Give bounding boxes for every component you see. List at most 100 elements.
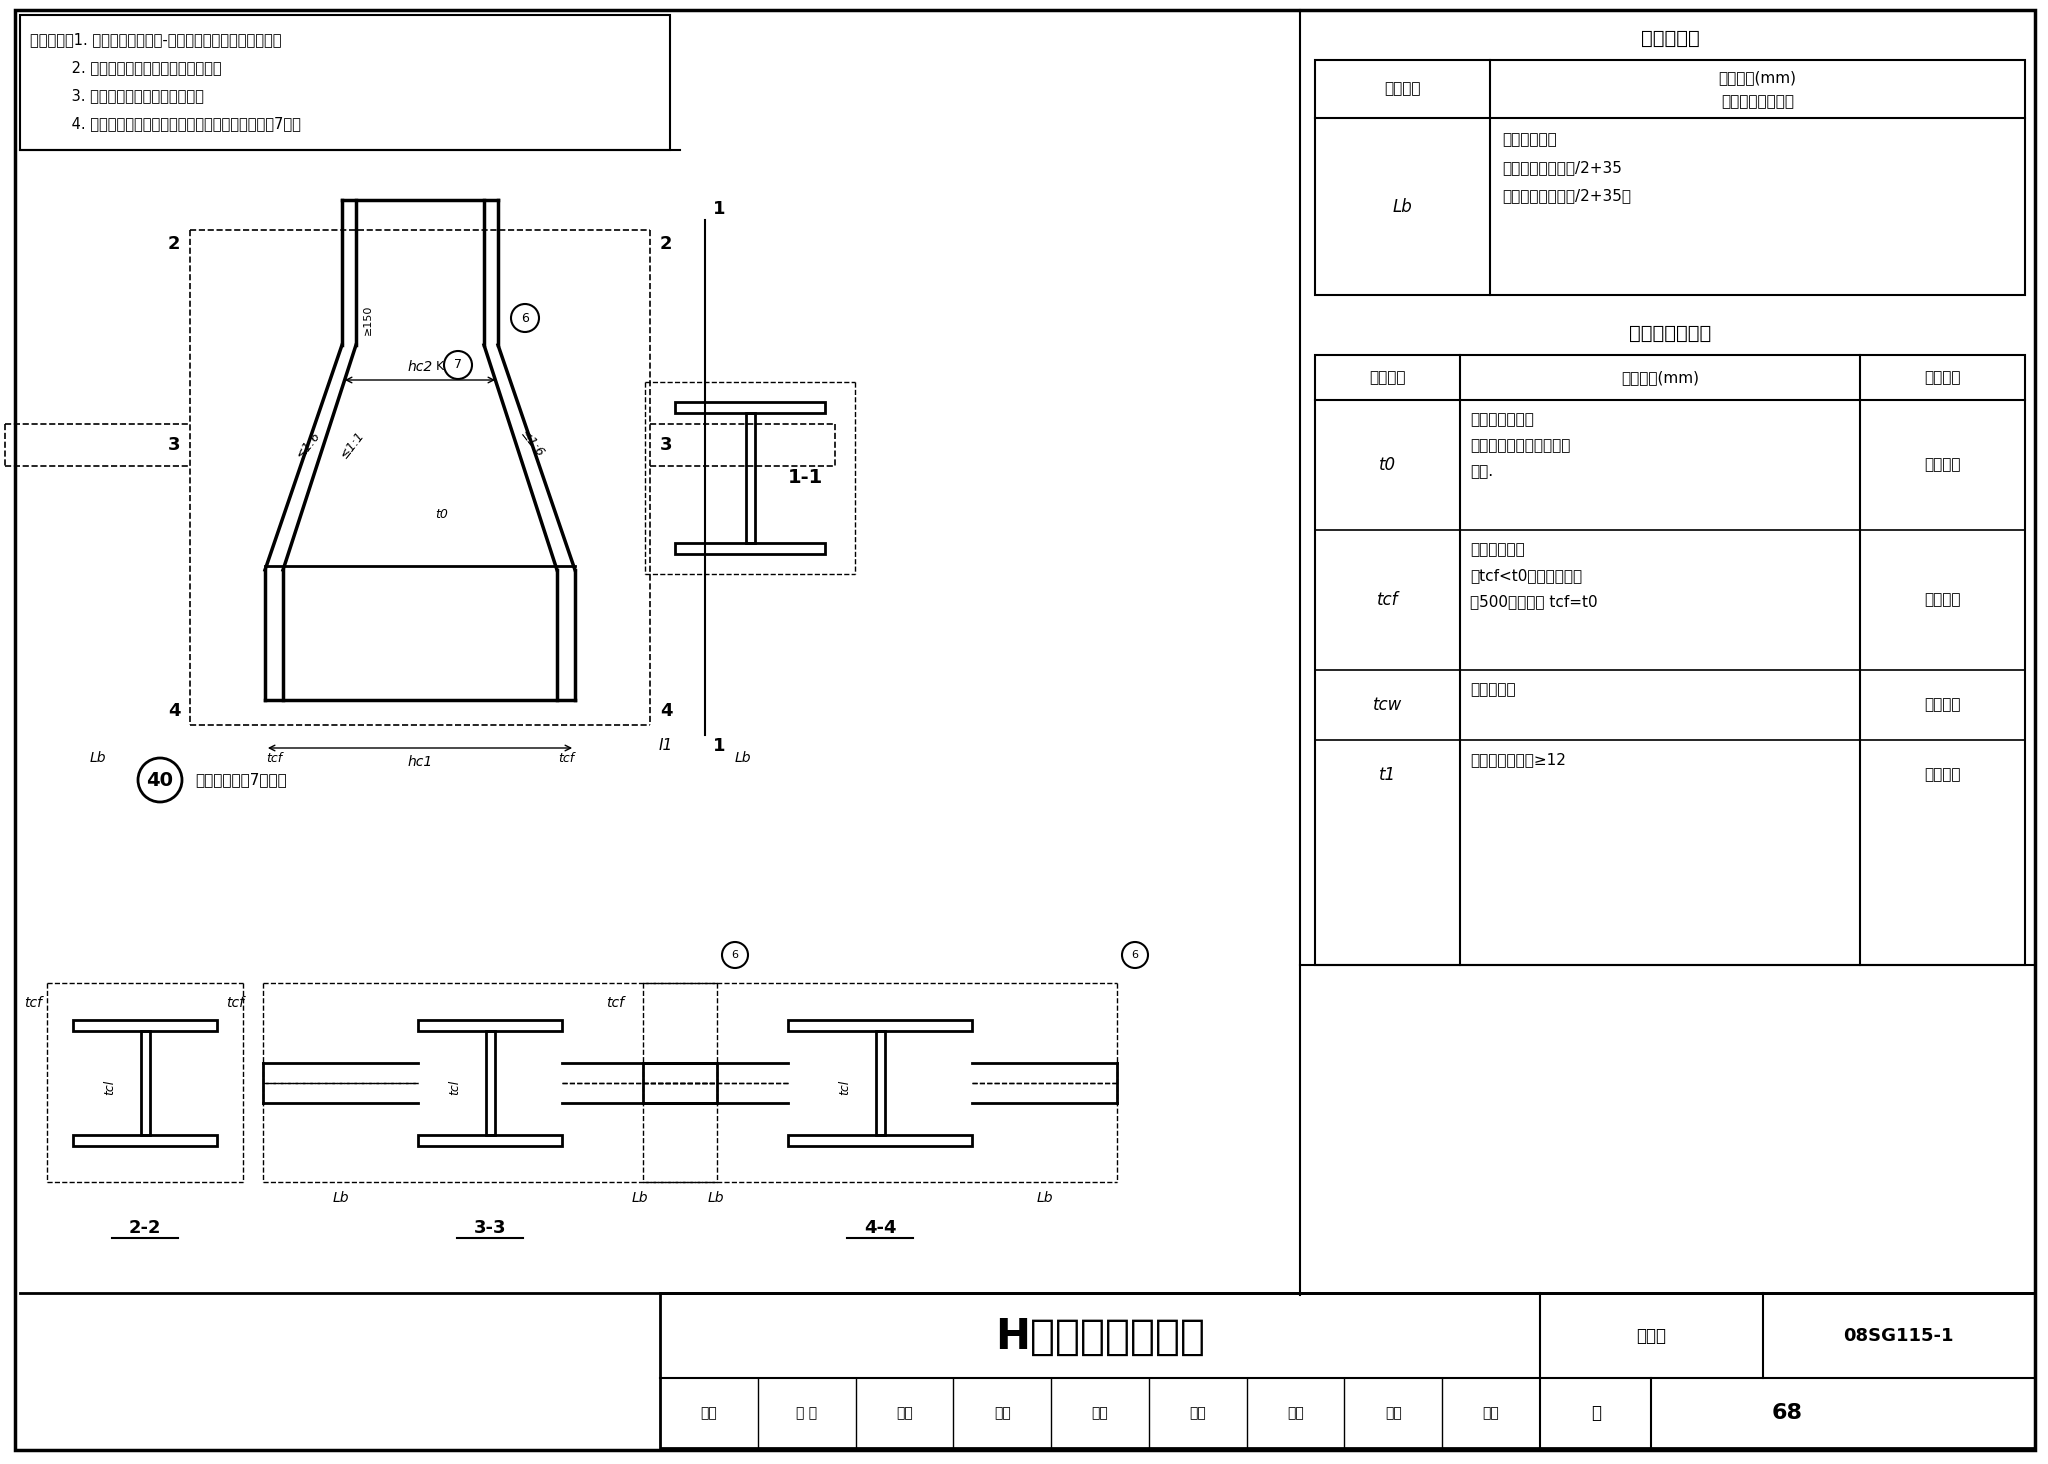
Text: 大值.: 大值.: [1470, 464, 1493, 480]
Text: 2: 2: [659, 236, 672, 253]
Text: 申 林: 申 林: [797, 1405, 817, 1420]
Text: Lb: Lb: [332, 1192, 348, 1205]
Text: tcl: tcl: [449, 1080, 461, 1095]
Bar: [874, 1031, 885, 1135]
Text: 2: 2: [168, 236, 180, 253]
Bar: [418, 1019, 561, 1031]
Text: 当tcf<t0时，在梁上下: 当tcf<t0时，在梁上下: [1470, 568, 1583, 584]
Text: 中林: 中林: [897, 1405, 913, 1420]
Text: 与柱相同: 与柱相同: [1925, 767, 1960, 782]
Text: 板厚取值(mm): 板厚取值(mm): [1622, 370, 1700, 385]
Text: 王浩: 王浩: [1092, 1405, 1108, 1420]
Bar: [485, 1031, 494, 1135]
Text: tcw: tcw: [1372, 695, 1403, 714]
Text: Lb: Lb: [1393, 198, 1413, 215]
Text: 2-2: 2-2: [129, 1220, 162, 1237]
Text: tcf: tcf: [606, 996, 625, 1010]
Text: 校对: 校对: [993, 1405, 1010, 1420]
Text: 3: 3: [659, 436, 672, 454]
Bar: [74, 1019, 217, 1031]
Text: 梁连接长度：: 梁连接长度：: [1501, 133, 1556, 148]
Bar: [418, 1135, 561, 1145]
Text: 3: 3: [168, 436, 180, 454]
Bar: [1315, 354, 2025, 965]
Text: 节点参数表: 节点参数表: [1640, 28, 1700, 47]
Text: 4: 4: [168, 703, 180, 720]
Text: H形柱变截面节点: H形柱变截面节点: [995, 1315, 1204, 1357]
Bar: [1315, 60, 2025, 296]
Text: 参数名称: 参数名称: [1384, 82, 1421, 97]
Text: 限制值［参考值］: 限制值［参考值］: [1720, 95, 1794, 110]
Text: I1: I1: [659, 738, 674, 752]
Text: 7: 7: [455, 359, 463, 372]
Text: 板厚符号: 板厚符号: [1370, 370, 1405, 385]
Text: t0: t0: [1378, 455, 1397, 474]
Text: 6: 6: [731, 950, 739, 960]
Text: 40: 40: [147, 770, 174, 789]
Text: tcl: tcl: [104, 1080, 117, 1095]
Text: ≥150: ≥150: [362, 305, 373, 335]
Text: 1-1: 1-1: [786, 468, 823, 488]
Text: 材质要求: 材质要求: [1925, 370, 1960, 385]
Text: 4: 4: [659, 703, 672, 720]
Text: tcf: tcf: [1376, 591, 1399, 609]
Text: ［腹板拼接板长度/2+35］: ［腹板拼接板长度/2+35］: [1501, 189, 1630, 203]
Bar: [676, 543, 825, 553]
Text: 各500范围内取 tcf=t0: 各500范围内取 tcf=t0: [1470, 594, 1597, 609]
Text: hc1: hc1: [408, 755, 432, 769]
Text: 节点钢板厚度表: 节点钢板厚度表: [1628, 324, 1712, 343]
Text: 未标注焊缝为7号焊缝: 未标注焊缝为7号焊缝: [195, 773, 287, 788]
Text: 与柱相同: 与柱相同: [1925, 697, 1960, 713]
Text: tcf: tcf: [225, 996, 244, 1010]
Text: 6: 6: [520, 312, 528, 325]
Bar: [745, 413, 754, 543]
Text: t1: t1: [1378, 766, 1397, 785]
Text: Lb: Lb: [735, 751, 752, 766]
Text: tcf: tcf: [557, 752, 573, 766]
Text: 王路: 王路: [1190, 1405, 1206, 1420]
Text: 叶岚: 叶岚: [1483, 1405, 1499, 1420]
Text: 柱翼缘厚度：: 柱翼缘厚度：: [1470, 543, 1526, 558]
Text: 刘岩: 刘岩: [1384, 1405, 1401, 1420]
Text: 1: 1: [713, 736, 725, 755]
Text: Lb: Lb: [1036, 1192, 1053, 1205]
Text: Lb: Lb: [90, 751, 106, 766]
Text: 柱加劲肋厚度：: 柱加劲肋厚度：: [1470, 413, 1534, 427]
Text: hc2: hc2: [408, 360, 432, 373]
Text: 与梁相同: 与梁相同: [1925, 457, 1960, 473]
Text: Lb: Lb: [707, 1192, 723, 1205]
Text: 柱横隔板厚度：≥12: 柱横隔板厚度：≥12: [1470, 752, 1567, 767]
Text: tcf: tcf: [25, 996, 43, 1010]
Text: ≤1:6: ≤1:6: [293, 429, 324, 461]
Text: 柱腹板厚度: 柱腹板厚度: [1470, 682, 1516, 697]
Text: ≤1:6: ≤1:6: [518, 429, 547, 461]
Text: ≤1:1: ≤1:1: [338, 429, 367, 461]
Text: 3. 梁柱节点宜采用短悬臂连接；: 3. 梁柱节点宜采用短悬臂连接；: [31, 88, 205, 102]
Text: 适用范围：1. 多高层钢结构、钢-混凝土混合结构中的钢框架；: 适用范围：1. 多高层钢结构、钢-混凝土混合结构中的钢框架；: [31, 32, 281, 47]
Text: tcl: tcl: [838, 1080, 852, 1095]
Text: 68: 68: [1772, 1403, 1802, 1423]
Text: 4-4: 4-4: [864, 1220, 897, 1237]
Text: 取各方向梁翼缘厚度的最: 取各方向梁翼缘厚度的最: [1470, 439, 1571, 454]
Text: 图集号: 图集号: [1636, 1328, 1667, 1345]
Text: ＞腹板拼接板长度/2+35: ＞腹板拼接板长度/2+35: [1501, 161, 1622, 176]
Text: 3-3: 3-3: [473, 1220, 506, 1237]
Text: 审核: 审核: [700, 1405, 717, 1420]
Bar: [788, 1019, 973, 1031]
Text: 1: 1: [713, 201, 725, 218]
Text: 2. 抗震设防地区及非抗震设防地区；: 2. 抗震设防地区及非抗震设防地区；: [31, 60, 221, 75]
Text: 与柱相同: 与柱相同: [1925, 593, 1960, 608]
Bar: [676, 401, 825, 413]
Bar: [74, 1135, 217, 1145]
Bar: [659, 1293, 2036, 1448]
Text: 参数取值(mm): 参数取值(mm): [1718, 70, 1796, 85]
Bar: [788, 1135, 973, 1145]
Bar: [20, 15, 670, 149]
Text: 6: 6: [1130, 950, 1139, 960]
Text: 设计: 设计: [1288, 1405, 1305, 1420]
Text: 页: 页: [1591, 1404, 1602, 1422]
Text: Lb: Lb: [631, 1192, 647, 1205]
Text: 08SG115-1: 08SG115-1: [1843, 1328, 1954, 1345]
Text: t0: t0: [434, 508, 449, 521]
Text: 4. 当梁与柱直接连接时，且抗震设防烈度不宜高于7度。: 4. 当梁与柱直接连接时，且抗震设防烈度不宜高于7度。: [31, 116, 301, 130]
